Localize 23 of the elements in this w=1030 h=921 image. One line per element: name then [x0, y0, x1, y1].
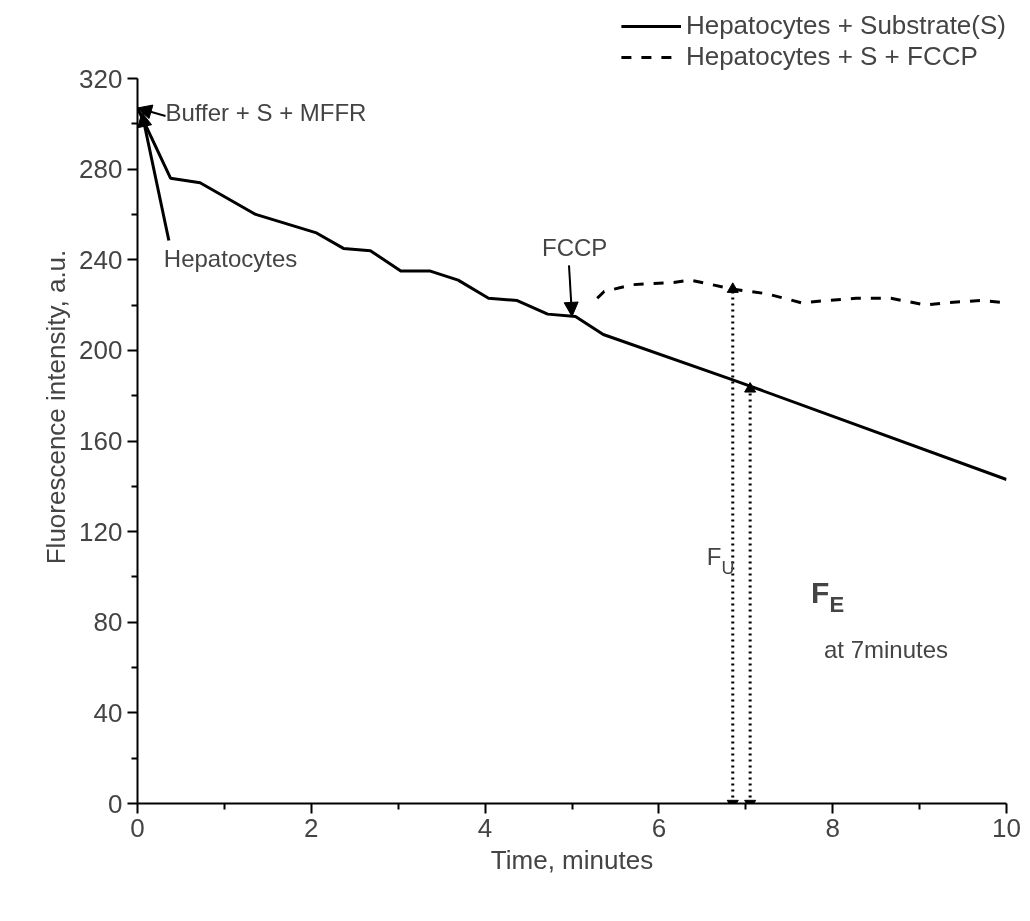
annotation: Buffer + S + MFFR — [165, 98, 367, 126]
x-tick-label: 6 — [651, 812, 667, 843]
x-tick-label: 4 — [477, 812, 493, 843]
y-tick-label: 0 — [108, 788, 123, 819]
y-tick-label: 40 — [93, 697, 123, 728]
x-axis-title: Time, minutes — [490, 844, 654, 875]
x-tick-label: 10 — [992, 812, 1021, 843]
y-tick-label: 280 — [79, 154, 123, 185]
annotation: at 7minutes — [824, 636, 949, 664]
y-tick-label: 120 — [79, 516, 123, 547]
annotation: Hepatocytes — [163, 245, 298, 273]
y-tick-label: 240 — [79, 244, 123, 275]
x-tick-label: 0 — [130, 812, 145, 843]
y-tick-label: 160 — [79, 426, 123, 456]
y-tick-label: 320 — [79, 63, 123, 94]
annotation: FCCP — [542, 234, 608, 262]
y-axis-title: Fluorescence intensity, a.u. — [41, 249, 72, 565]
legend-label: Hepatocytes + Substrate(S) — [685, 10, 1006, 41]
y-tick-label: 200 — [79, 335, 123, 366]
y-tick-label: 80 — [93, 607, 123, 638]
legend-label: Hepatocytes + S + FCCP — [685, 41, 978, 72]
x-tick-label: 2 — [304, 812, 319, 843]
x-tick-label: 8 — [825, 812, 840, 843]
